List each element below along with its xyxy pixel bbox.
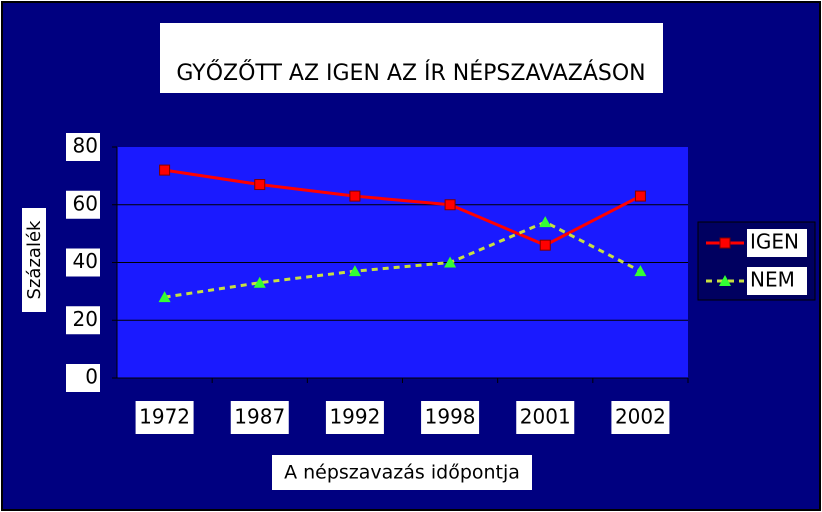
legend-label-box (747, 267, 807, 295)
x-label-box (272, 455, 532, 490)
x-tick-box (421, 401, 480, 434)
y-tick-box (66, 190, 100, 219)
x-tick-label: 2001 (520, 405, 571, 429)
x-tick-box (611, 401, 670, 434)
y-tick-label: 60 (73, 191, 98, 215)
x-tick-label: 1972 (139, 405, 190, 429)
x-tick-box (230, 401, 289, 434)
y-axis-label: Százalék (24, 220, 45, 299)
series-line (164, 220, 642, 299)
point (539, 216, 552, 228)
x-tick-box (516, 401, 575, 434)
point (159, 164, 171, 176)
legend-label-box (747, 229, 807, 257)
point (539, 239, 551, 251)
point (444, 256, 457, 268)
y-tick-label: 40 (73, 249, 98, 273)
y-tick-box (66, 133, 100, 161)
x-tick-box (325, 401, 384, 434)
legend-label: NEM (750, 268, 795, 292)
title-box (160, 23, 663, 93)
x-tick-label: 1987 (234, 405, 285, 429)
point (254, 179, 266, 191)
point (634, 190, 646, 202)
x-tick-label: 1992 (329, 405, 380, 429)
point (253, 276, 266, 288)
point (444, 199, 456, 211)
y-tick-label: 0 (85, 365, 98, 389)
chart-title: GYŐZŐTT AZ IGEN AZ ÍR NÉPSZAVAZÁSON (176, 60, 645, 86)
legend-marker (719, 237, 731, 249)
point (349, 190, 361, 202)
point (634, 265, 647, 277)
x-tick-label: 1998 (425, 405, 476, 429)
point (158, 291, 171, 303)
legend-label: IGEN (750, 230, 799, 254)
y-tick-box (66, 248, 100, 277)
legend-marker (719, 275, 731, 286)
y-tick-box (66, 306, 100, 335)
x-tick-label: 2002 (615, 405, 666, 429)
y-tick-label: 20 (73, 307, 98, 331)
y-label-box (22, 208, 46, 312)
x-axis-label: A népszavazás időpontja (284, 462, 520, 484)
y-tick-box (66, 364, 100, 392)
series-line (164, 168, 642, 247)
x-tick-box (135, 401, 194, 434)
y-tick-label: 80 (73, 134, 98, 158)
point (348, 265, 361, 277)
